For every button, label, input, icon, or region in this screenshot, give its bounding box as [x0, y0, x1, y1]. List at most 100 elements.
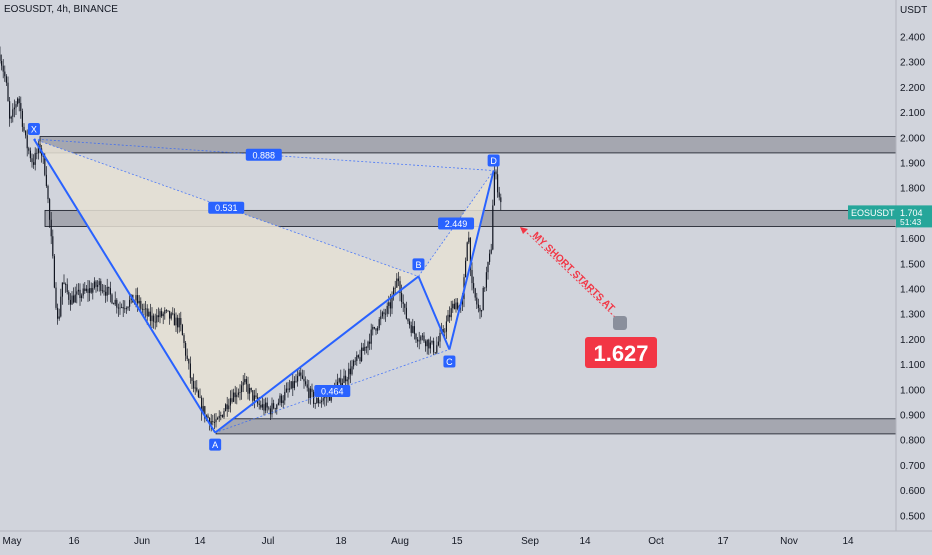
- candle-body: [42, 155, 44, 157]
- pattern-point-label: X: [31, 125, 37, 135]
- candle-body: [157, 315, 159, 318]
- pattern-point-x-badge[interactable]: [27, 123, 40, 136]
- candle-body: [266, 402, 268, 408]
- target-price-badge[interactable]: [585, 337, 657, 368]
- pattern-point-a-badge[interactable]: [209, 438, 222, 451]
- candle-body: [394, 287, 396, 289]
- candle-body: [386, 305, 388, 314]
- ratio-badge[interactable]: [314, 385, 351, 398]
- candle-body: [165, 310, 167, 312]
- candle-body: [305, 381, 307, 385]
- ratio-label: 0.464: [321, 387, 344, 397]
- candle-body: [210, 421, 212, 425]
- last-price-tag: [896, 205, 932, 228]
- candle-body: [308, 387, 310, 398]
- pattern-leg: [448, 170, 495, 350]
- candle-body: [345, 375, 347, 382]
- candle-body: [284, 391, 286, 401]
- candle-body: [372, 326, 374, 330]
- candle-body: [188, 358, 190, 364]
- candle-body: [250, 387, 252, 391]
- candle-body: [249, 387, 251, 394]
- candle-body: [351, 366, 353, 375]
- candle-body: [153, 315, 155, 322]
- candle-body: [57, 307, 59, 319]
- candle-body: [393, 288, 395, 297]
- candle-body: [290, 381, 292, 389]
- ratio-badge[interactable]: [438, 217, 475, 230]
- candle-body: [309, 388, 311, 398]
- candle-body: [17, 98, 19, 105]
- countdown-label: 51:43: [900, 217, 922, 227]
- candle-body: [407, 318, 409, 322]
- candle-body: [25, 130, 27, 136]
- ratio-badge[interactable]: [208, 201, 245, 214]
- candle-body: [71, 295, 73, 305]
- price-tick-label: 1.400: [900, 285, 925, 296]
- time-tick-label: 18: [335, 536, 347, 547]
- candle-body: [197, 390, 199, 397]
- price-tick-label: 2.100: [900, 108, 925, 119]
- candle-body: [45, 174, 47, 186]
- price-zone[interactable]: [215, 418, 897, 435]
- price-tick-label: 0.700: [900, 461, 925, 472]
- candle-body: [114, 299, 116, 305]
- candle-body: [98, 281, 100, 286]
- candle-body: [204, 406, 206, 419]
- candle-body: [354, 360, 356, 362]
- pattern-point-d-badge[interactable]: [487, 154, 500, 167]
- candle-body: [271, 403, 273, 415]
- pattern-point-c-badge[interactable]: [443, 355, 456, 368]
- flag-icon[interactable]: [613, 316, 627, 330]
- candle-body: [213, 422, 215, 423]
- candle-body: [476, 297, 478, 305]
- candle-body: [167, 310, 169, 312]
- price-tick-label: 1.500: [900, 259, 925, 270]
- candle-body: [306, 384, 308, 388]
- candle-body: [229, 398, 231, 406]
- pattern-leg: [33, 138, 217, 434]
- candle-body: [261, 404, 263, 408]
- candle-body: [353, 360, 355, 367]
- candle-body: [492, 205, 494, 250]
- candle-body: [361, 347, 363, 362]
- candle-body: [178, 318, 180, 328]
- candle-body: [409, 321, 411, 326]
- candle-body: [399, 281, 401, 294]
- pattern-point-b-badge[interactable]: [412, 258, 425, 271]
- candle-body: [12, 109, 14, 117]
- candle-body: [383, 312, 385, 315]
- pattern-point-label: C: [446, 357, 453, 367]
- candle-body: [391, 296, 393, 309]
- candle-body: [244, 379, 246, 383]
- candle-body: [303, 378, 305, 382]
- candle-body: [405, 307, 407, 319]
- candle-body: [401, 293, 403, 302]
- candle-body: [162, 313, 164, 317]
- candle-body: [421, 335, 423, 337]
- candle-body: [455, 302, 457, 310]
- candle-body: [228, 405, 230, 410]
- candle-body: [311, 388, 313, 392]
- candle-body: [369, 341, 371, 344]
- pattern-leg: [417, 276, 451, 350]
- candle-body: [124, 308, 126, 310]
- ratio-badge[interactable]: [245, 148, 282, 161]
- candle-body: [127, 306, 129, 309]
- candle-body: [348, 368, 350, 380]
- candle-body: [199, 396, 201, 398]
- price-zone[interactable]: [39, 136, 897, 154]
- candle-body: [433, 340, 435, 353]
- candle-body: [490, 249, 492, 254]
- candle-body: [297, 376, 299, 382]
- candle-body: [449, 314, 451, 318]
- candle-body: [364, 346, 366, 351]
- candle-body: [44, 156, 46, 175]
- candle-body: [82, 288, 84, 296]
- candle-body: [68, 292, 70, 300]
- candle-body: [37, 143, 39, 154]
- candle-body: [175, 317, 177, 326]
- candle-body: [295, 380, 297, 382]
